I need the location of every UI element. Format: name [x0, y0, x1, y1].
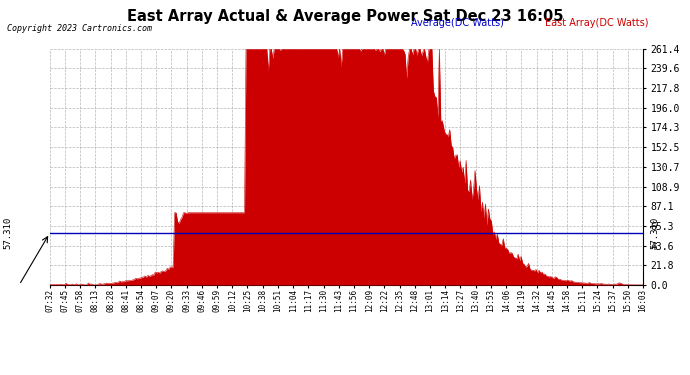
Text: East Array(DC Watts): East Array(DC Watts) [545, 18, 649, 28]
Text: Average(DC Watts): Average(DC Watts) [411, 18, 504, 28]
Text: 57.310: 57.310 [650, 217, 659, 249]
Text: East Array Actual & Average Power Sat Dec 23 16:05: East Array Actual & Average Power Sat De… [127, 9, 563, 24]
Text: Copyright 2023 Cartronics.com: Copyright 2023 Cartronics.com [7, 24, 152, 33]
Text: 57.310: 57.310 [3, 217, 12, 249]
